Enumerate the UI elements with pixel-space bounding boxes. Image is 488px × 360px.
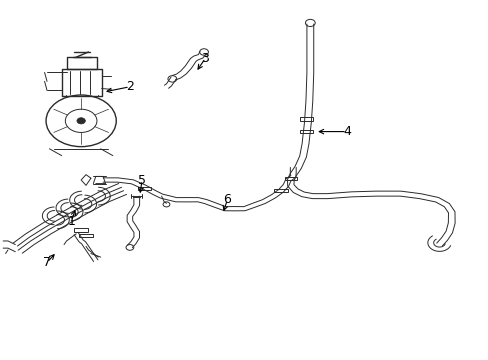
Text: 6: 6	[223, 193, 231, 206]
Bar	[285, 177, 296, 180]
Bar	[299, 117, 312, 121]
Bar	[274, 189, 287, 192]
Text: 4: 4	[342, 125, 350, 138]
Text: 2: 2	[126, 80, 134, 93]
Bar	[138, 187, 151, 190]
Circle shape	[77, 118, 85, 124]
Bar	[299, 130, 312, 133]
Text: 5: 5	[138, 174, 146, 186]
Bar	[79, 234, 93, 237]
Bar	[74, 228, 88, 232]
Text: 7: 7	[43, 256, 51, 269]
Text: 3: 3	[201, 51, 209, 64]
Text: 1: 1	[67, 215, 75, 228]
